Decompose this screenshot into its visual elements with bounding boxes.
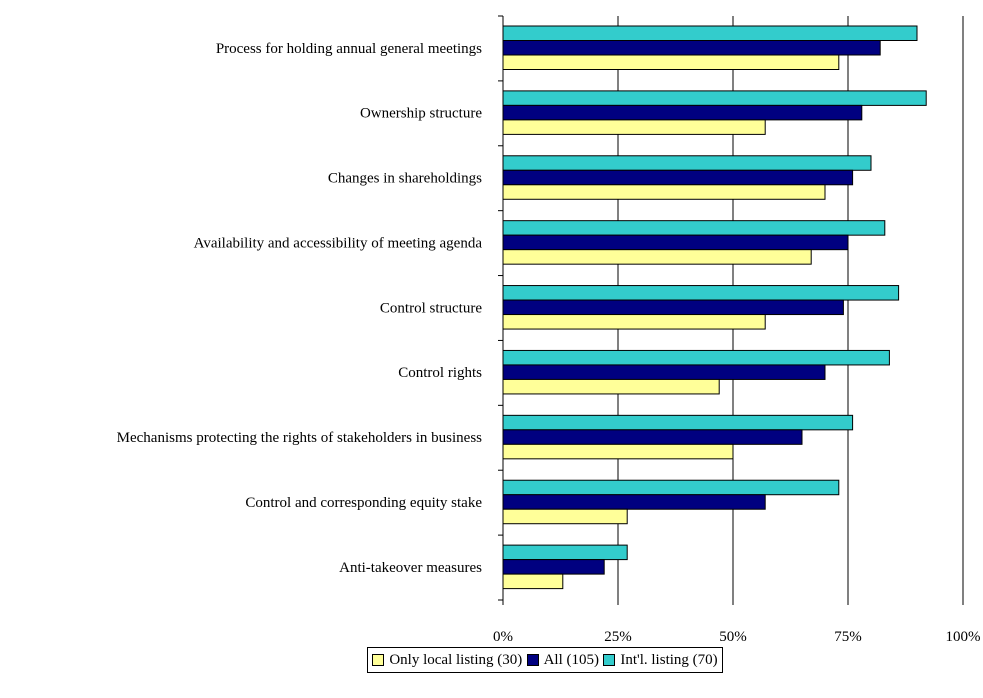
category-label: Availability and accessibility of meetin… — [194, 235, 483, 251]
legend-swatch — [603, 654, 616, 666]
bar-intl — [502, 90, 927, 106]
bar-all — [502, 429, 803, 445]
bar-all — [502, 40, 881, 56]
bar-intl — [502, 349, 890, 366]
tick-labels: 0% 25% 50% 75% 100% — [493, 629, 981, 645]
bar-intl — [502, 414, 854, 431]
bar-intl — [502, 155, 872, 171]
bar-local — [502, 54, 840, 70]
bar-intl — [502, 220, 886, 236]
bar-all — [502, 169, 854, 186]
legend-swatch — [372, 654, 385, 666]
legend: Only local listing (30) All (105) Int'l. l… — [367, 647, 723, 673]
category-label: Mechanisms protecting the rights of stak… — [117, 430, 483, 446]
legend-item: Int'l. listing (70) — [603, 651, 718, 669]
bar-all — [502, 299, 844, 316]
category-label: Anti-takeover measures — [339, 560, 482, 576]
bar-all — [502, 494, 766, 510]
bar-intl — [502, 285, 900, 301]
bar-all — [502, 234, 849, 251]
bar-local — [502, 184, 826, 200]
bars — [502, 25, 927, 590]
bar-local — [502, 573, 564, 590]
bar-local — [502, 508, 628, 525]
category-label: Ownership structure — [360, 106, 482, 122]
category-label: Process for holding annual general meeti… — [216, 41, 482, 57]
bar-local — [502, 443, 734, 460]
bar-all — [502, 559, 605, 575]
x-tick-label: 25% — [604, 629, 632, 645]
legend-item: All (105) — [526, 651, 600, 669]
legend-label: Int'l. listing (70) — [620, 651, 718, 668]
bar-local — [502, 249, 812, 265]
x-tick-label: 50% — [719, 629, 747, 645]
bar-intl — [502, 479, 840, 496]
x-tick-label: 75% — [834, 629, 862, 645]
bar-all — [502, 364, 826, 380]
x-tick-label: 0% — [493, 629, 513, 645]
axis — [498, 15, 964, 605]
legend-swatch — [526, 654, 539, 666]
bar-local — [502, 119, 766, 135]
bar-intl — [502, 25, 918, 41]
bar-local — [502, 378, 720, 395]
x-tick-label: 100% — [946, 629, 981, 645]
legend-label: All (105) — [543, 651, 600, 668]
category-label: Changes in shareholdings — [328, 171, 482, 187]
category-label: Control rights — [398, 365, 482, 381]
bar-all — [502, 104, 863, 121]
legend-item: Only local listing (30) — [372, 652, 522, 669]
category-labels: Process for holding annual general meeti… — [117, 41, 483, 576]
category-label: Control and corresponding equity stake — [245, 495, 482, 511]
bar-intl — [502, 544, 628, 561]
legend-label: Only local listing (30) — [389, 651, 523, 668]
bar-local — [502, 314, 766, 330]
category-label: Control structure — [380, 300, 482, 316]
